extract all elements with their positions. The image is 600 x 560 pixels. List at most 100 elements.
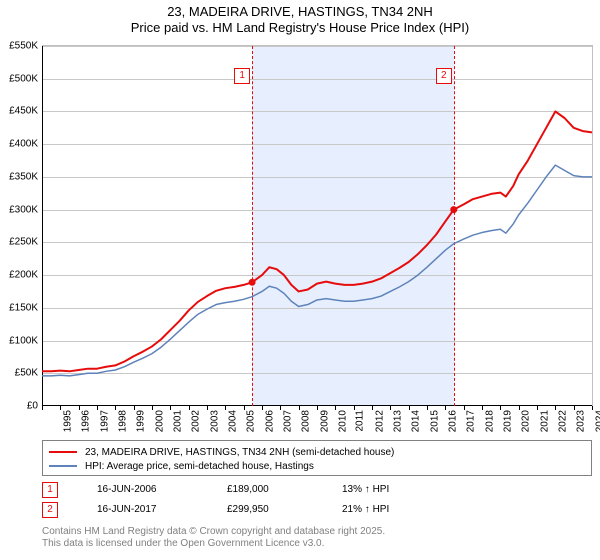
x-tick: [189, 406, 190, 410]
x-tick: [152, 406, 153, 410]
x-tick-label: 2009: [319, 410, 330, 432]
event-row-price: £189,000: [227, 484, 269, 495]
x-tick-label: 2003: [209, 410, 220, 432]
event-row: 216-JUN-2017£299,95021% ↑ HPI: [42, 502, 592, 522]
x-tick-label: 2005: [246, 410, 257, 432]
x-tick-label: 2019: [502, 410, 513, 432]
x-tick-label: 2022: [557, 410, 568, 432]
event-row-price: £299,950: [227, 504, 269, 515]
event-row-delta: 21% ↑ HPI: [342, 504, 389, 515]
x-tick-label: 2020: [521, 410, 532, 432]
y-tick-label: £250K: [9, 237, 38, 248]
x-tick: [464, 406, 465, 410]
x-tick: [427, 406, 428, 410]
legend-swatch-hpi: [49, 465, 77, 467]
x-tick-label: 2000: [154, 410, 165, 432]
x-tick-label: 2024: [594, 410, 600, 432]
event-row: 1 16-JUN-2006 £189,000 13% ↑ HPI: [42, 482, 592, 502]
x-tick: [244, 406, 245, 410]
x-tick-label: 2013: [392, 410, 403, 432]
plot-area: £0£50K£100K£150K£200K£250K£300K£350K£400…: [42, 45, 593, 406]
x-tick: [390, 406, 391, 410]
x-tick-label: 2017: [466, 410, 477, 432]
x-tick-label: 2018: [484, 410, 495, 432]
event-marker: 1: [234, 68, 250, 84]
event-table: 116-JUN-2006£189,00013% ↑ HPI216-JUN-201…: [42, 482, 592, 522]
x-tick: [574, 406, 575, 410]
chart-title-line1: 23, MADEIRA DRIVE, HASTINGS, TN34 2NH: [0, 4, 600, 19]
x-tick-label: 2007: [282, 410, 293, 432]
x-tick: [134, 406, 135, 410]
x-tick-label: 2014: [411, 410, 422, 432]
series-line-hpi: [42, 165, 592, 376]
x-tick-label: 2001: [172, 410, 183, 432]
x-tick-label: 2021: [539, 410, 550, 432]
x-tick-label: 2002: [191, 410, 202, 432]
x-tick: [592, 406, 593, 410]
x-tick-label: 1996: [81, 410, 92, 432]
x-tick-label: 1997: [99, 410, 110, 432]
x-tick-label: 2004: [227, 410, 238, 432]
event-marker: 2: [436, 68, 452, 84]
y-tick-label: £550K: [9, 41, 38, 52]
x-tick: [115, 406, 116, 410]
x-tick: [445, 406, 446, 410]
x-tick-label: 1998: [117, 410, 128, 432]
x-tick-label: 2006: [264, 410, 275, 432]
x-tick: [225, 406, 226, 410]
legend-item-paid: 23, MADEIRA DRIVE, HASTINGS, TN34 2NH (s…: [49, 445, 585, 459]
x-tick: [317, 406, 318, 410]
y-tick-label: £150K: [9, 302, 38, 313]
legend-label-paid: 23, MADEIRA DRIVE, HASTINGS, TN34 2NH (s…: [85, 447, 394, 458]
x-tick-label: 2008: [301, 410, 312, 432]
x-tick: [537, 406, 538, 410]
x-tick: [409, 406, 410, 410]
series-line-paid: [42, 111, 592, 371]
attribution-l2: This data is licensed under the Open Gov…: [42, 538, 324, 549]
x-tick-label: 2010: [337, 410, 348, 432]
x-tick: [299, 406, 300, 410]
event-dot: [249, 279, 256, 286]
x-tick-label: 1999: [136, 410, 147, 432]
legend-label-hpi: HPI: Average price, semi-detached house,…: [85, 461, 314, 472]
y-tick-label: £200K: [9, 270, 38, 281]
x-tick: [262, 406, 263, 410]
chart-container: 23, MADEIRA DRIVE, HASTINGS, TN34 2NH Pr…: [0, 0, 600, 560]
y-tick-label: £50K: [15, 368, 38, 379]
y-tick-label: £500K: [9, 73, 38, 84]
y-tick-label: £400K: [9, 139, 38, 150]
chart-title-line2: Price paid vs. HM Land Registry's House …: [0, 20, 600, 35]
x-tick-label: 2012: [374, 410, 385, 432]
x-tick-label: 2023: [576, 410, 587, 432]
y-tick-label: £300K: [9, 204, 38, 215]
x-tick: [519, 406, 520, 410]
x-tick: [170, 406, 171, 410]
x-tick: [500, 406, 501, 410]
y-tick-label: £0: [27, 401, 38, 412]
x-tick: [354, 406, 355, 410]
y-tick-label: £100K: [9, 335, 38, 346]
event-row-marker: 1: [42, 482, 58, 498]
x-tick: [207, 406, 208, 410]
attribution: Contains HM Land Registry data © Crown c…: [42, 526, 592, 550]
event-dot: [450, 206, 457, 213]
legend-item-hpi: HPI: Average price, semi-detached house,…: [49, 459, 585, 473]
x-tick-label: 2011: [355, 410, 366, 432]
y-tick-label: £350K: [9, 171, 38, 182]
event-row-date: 16-JUN-2006: [97, 484, 156, 495]
event-row-date: 16-JUN-2017: [97, 504, 156, 515]
legend-swatch-paid: [49, 451, 77, 453]
x-tick: [79, 406, 80, 410]
x-tick-label: 1995: [62, 410, 73, 432]
x-tick: [280, 406, 281, 410]
x-tick: [482, 406, 483, 410]
series-svg: [42, 46, 592, 406]
x-tick: [97, 406, 98, 410]
legend-box: 23, MADEIRA DRIVE, HASTINGS, TN34 2NH (s…: [42, 440, 592, 476]
x-tick: [42, 406, 43, 410]
attribution-l1: Contains HM Land Registry data © Crown c…: [42, 526, 385, 537]
event-row-delta: 13% ↑ HPI: [342, 484, 389, 495]
x-tick: [60, 406, 61, 410]
x-tick: [555, 406, 556, 410]
x-tick-label: 2015: [429, 410, 440, 432]
